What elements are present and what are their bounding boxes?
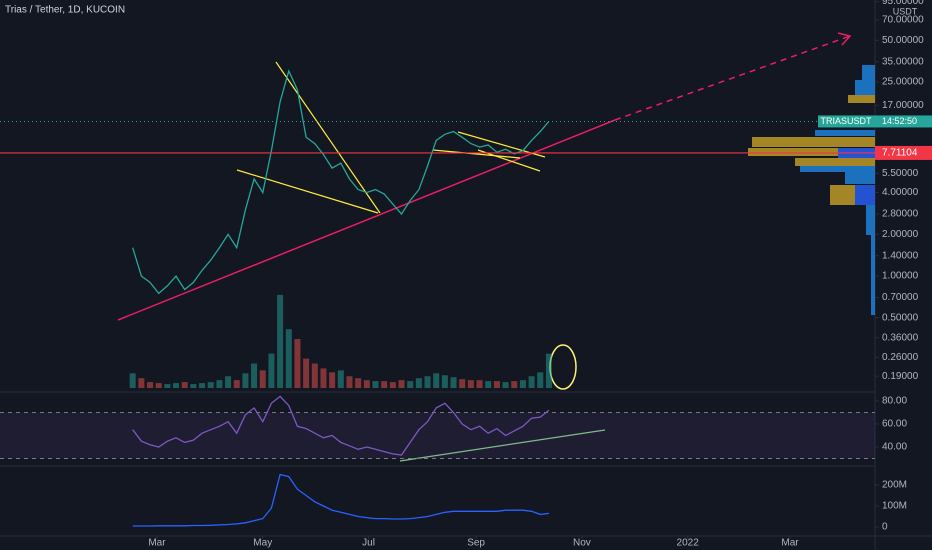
volume-bar — [147, 382, 154, 388]
y-tick-label: 60.00 — [882, 419, 907, 430]
volume-bar — [537, 372, 544, 388]
y-tick-label: 0.50000 — [882, 312, 919, 323]
symbol-box — [818, 115, 875, 128]
rsi-line — [132, 395, 550, 456]
y-tick-label: 0.36000 — [882, 332, 919, 343]
volume-bar — [450, 377, 457, 388]
y-tick-label: 0.19000 — [882, 371, 919, 382]
y-tick-label: 80.00 — [882, 396, 907, 407]
countdown-box — [875, 115, 932, 128]
symbol-label: TRIASUSDT — [820, 116, 872, 126]
volume-bar — [199, 383, 206, 388]
volume-bar — [545, 353, 552, 388]
volume-bar — [433, 373, 440, 388]
y-tick-label: 35.00000 — [882, 56, 924, 67]
y-tick-label: 1.00000 — [882, 271, 919, 282]
volume-bar — [381, 381, 388, 388]
volume-bar — [355, 378, 362, 388]
x-tick-label: Mar — [781, 538, 799, 549]
volume-bar — [285, 329, 292, 388]
y-tick-label: 40.00 — [882, 442, 907, 453]
volume-bar — [519, 380, 526, 388]
y-tick-label: 4.00000 — [882, 187, 919, 198]
volume-bar — [181, 382, 188, 388]
price-line — [132, 69, 550, 295]
volume-bar — [164, 384, 171, 388]
volume-bar — [242, 373, 249, 388]
y-tick-label: 95.00000 — [882, 0, 924, 7]
x-tick-label: Mar — [148, 538, 166, 549]
volume-bar — [337, 370, 344, 388]
y-tick-label: 1.40000 — [882, 250, 919, 261]
volume-bar — [225, 376, 232, 388]
volume-bar — [251, 363, 258, 388]
y-tick-label: 2.80000 — [882, 209, 919, 220]
volume-bar — [259, 370, 266, 388]
y-tick-label: 100M — [882, 501, 907, 512]
volume-bar — [485, 381, 492, 388]
volume-bar — [511, 381, 518, 388]
volume-bar — [476, 380, 483, 388]
volume-bar — [303, 358, 310, 388]
x-tick-label: Nov — [573, 538, 591, 549]
volume-bar — [424, 376, 431, 388]
volume-bar — [389, 382, 396, 388]
volume-bar — [294, 339, 301, 388]
y-tick-label: 200M — [882, 480, 907, 491]
volume-bar — [216, 380, 223, 388]
rsi-band — [0, 412, 875, 459]
volume-bar — [277, 294, 284, 388]
volume-bar — [467, 380, 474, 388]
chart-title: Trias / Tether, 1D, KUCOIN — [5, 5, 125, 16]
volume-bar — [459, 379, 466, 388]
y-tick-label: 0.70000 — [882, 292, 919, 303]
volume-bar — [363, 380, 370, 388]
volume-bar — [502, 382, 509, 388]
volume-bar — [311, 363, 318, 388]
volume-bar — [398, 380, 405, 388]
volume-bar — [173, 383, 180, 388]
y-tick-label: 2.00000 — [882, 229, 919, 240]
price-level-label: 7.71104 — [882, 148, 918, 159]
y-tick-label: 25.00000 — [882, 77, 924, 88]
x-tick-label: Jul — [362, 538, 375, 549]
volume-bar — [268, 353, 275, 388]
y-tick-label: 0 — [882, 522, 888, 533]
volume-profile — [748, 65, 875, 315]
volume-bar — [346, 376, 353, 388]
volume-bar — [493, 381, 500, 388]
volume-bar — [415, 378, 422, 388]
countdown: 14:52:50 — [882, 116, 917, 126]
price-level-box — [875, 145, 932, 160]
volume-bar — [129, 373, 136, 388]
y-tick-label: 5.50000 — [882, 168, 919, 179]
volume-bar — [138, 378, 145, 388]
y-tick-label: 70.00000 — [882, 15, 924, 26]
volume-bar — [155, 383, 162, 388]
y-tick-label: 17.00000 — [882, 100, 924, 111]
x-tick-label: May — [253, 538, 272, 549]
volume-bar — [528, 376, 535, 388]
indicator-line — [132, 473, 549, 527]
y-tick-label: 0.26000 — [882, 352, 919, 363]
volume-bar — [320, 368, 327, 388]
volume-bar — [407, 381, 414, 388]
volume-bar — [329, 372, 336, 388]
volume-bar — [372, 381, 379, 388]
volume-bar — [190, 384, 197, 388]
x-tick-label: Sep — [467, 538, 485, 549]
volume-bar — [207, 382, 214, 388]
y-tick-label: 50.00000 — [882, 35, 924, 46]
x-tick-label: 2022 — [677, 538, 700, 549]
y-unit: USDT — [893, 6, 918, 16]
volume-bar — [441, 375, 448, 388]
volume-bar — [233, 380, 240, 388]
